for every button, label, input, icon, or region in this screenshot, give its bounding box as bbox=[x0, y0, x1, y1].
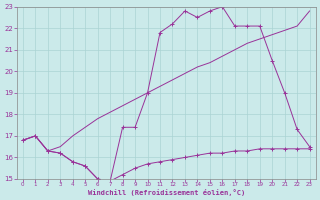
X-axis label: Windchill (Refroidissement éolien,°C): Windchill (Refroidissement éolien,°C) bbox=[88, 189, 245, 196]
